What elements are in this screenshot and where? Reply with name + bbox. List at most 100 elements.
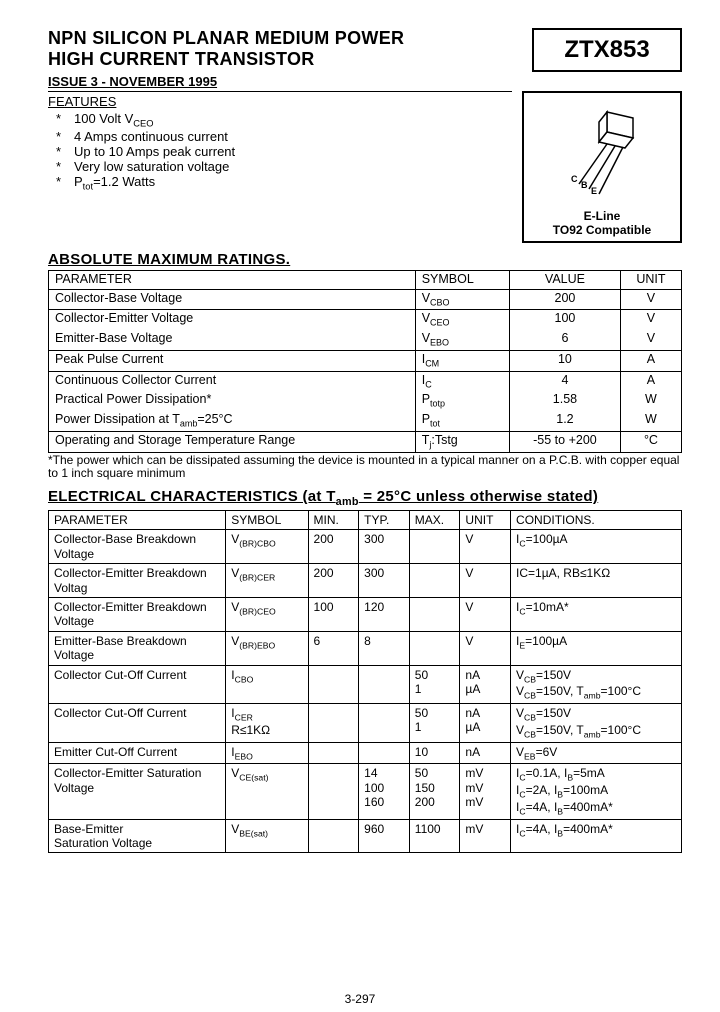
features-list: 100 Volt VCEO4 Amps continuous currentUp… bbox=[48, 111, 512, 191]
elec-table: PARAMETERSYMBOLMIN.TYP.MAX.UNITCONDITION… bbox=[48, 510, 682, 853]
abs-param: Peak Pulse Current bbox=[49, 350, 416, 371]
abs-value: 6 bbox=[509, 330, 620, 350]
issue-line: ISSUE 3 - NOVEMBER 1995 bbox=[48, 74, 682, 89]
abs-table: PARAMETERSYMBOLVALUEUNITCollector-Base V… bbox=[48, 270, 682, 453]
elec-col: UNIT bbox=[460, 511, 511, 530]
part-number-box: ZTX853 bbox=[532, 28, 682, 72]
abs-note: *The power which can be dissipated assum… bbox=[48, 454, 682, 480]
elec-col: CONDITIONS. bbox=[511, 511, 682, 530]
elec-cond: IC=0.1A, IB=5mA IC=2A, IB=100mA IC=4A, I… bbox=[511, 764, 682, 819]
package-line2: TO92 Compatible bbox=[553, 223, 651, 237]
elec-typ: 960 bbox=[359, 819, 410, 853]
elec-symbol: V(BR)CER bbox=[226, 564, 308, 598]
svg-text:C: C bbox=[571, 174, 578, 184]
elec-param: Collector-Emitter Breakdown Voltage bbox=[49, 597, 226, 631]
elec-param: Collector-Emitter Breakdown Voltag bbox=[49, 564, 226, 598]
elec-cond: IE=100µA bbox=[511, 631, 682, 665]
elec-cond: IC=10mA* bbox=[511, 597, 682, 631]
elec-min: 6 bbox=[308, 631, 359, 665]
elec-typ bbox=[359, 665, 410, 704]
elec-unit: nA bbox=[460, 742, 511, 764]
abs-value: 1.2 bbox=[509, 411, 620, 431]
elec-symbol: ICER R≤1KΩ bbox=[226, 704, 308, 743]
elec-unit: V bbox=[460, 597, 511, 631]
abs-unit: V bbox=[620, 310, 681, 330]
abs-unit: A bbox=[620, 350, 681, 371]
features-block: FEATURES 100 Volt VCEO4 Amps continuous … bbox=[48, 91, 512, 191]
elec-max bbox=[409, 530, 460, 564]
elec-min bbox=[308, 742, 359, 764]
elec-unit: mV bbox=[460, 819, 511, 853]
abs-symbol: VCBO bbox=[415, 289, 509, 310]
elec-unit: nA µA bbox=[460, 704, 511, 743]
feature-item: 100 Volt VCEO bbox=[56, 111, 512, 129]
page-number: 3-297 bbox=[0, 992, 720, 1006]
elec-param: Collector-Base Breakdown Voltage bbox=[49, 530, 226, 564]
abs-param: Continuous Collector Current bbox=[49, 371, 416, 391]
title-line-1: NPN SILICON PLANAR MEDIUM POWER bbox=[48, 28, 522, 49]
feature-item: 4 Amps continuous current bbox=[56, 129, 512, 144]
elec-typ: 8 bbox=[359, 631, 410, 665]
svg-text:E: E bbox=[591, 186, 597, 196]
elec-unit: V bbox=[460, 631, 511, 665]
elec-min: 200 bbox=[308, 564, 359, 598]
abs-value: 1.58 bbox=[509, 391, 620, 411]
elec-unit: nA µA bbox=[460, 665, 511, 704]
abs-param: Collector-Emitter Voltage bbox=[49, 310, 416, 330]
elec-min bbox=[308, 665, 359, 704]
elec-col: SYMBOL bbox=[226, 511, 308, 530]
elec-col: PARAMETER bbox=[49, 511, 226, 530]
elec-max: 10 bbox=[409, 742, 460, 764]
elec-param: Collector Cut-Off Current bbox=[49, 665, 226, 704]
elec-min bbox=[308, 704, 359, 743]
elec-cond: VEB=6V bbox=[511, 742, 682, 764]
abs-symbol: VEBO bbox=[415, 330, 509, 350]
abs-unit: °C bbox=[620, 431, 681, 452]
elec-max: 1100 bbox=[409, 819, 460, 853]
abs-param: Operating and Storage Temperature Range bbox=[49, 431, 416, 452]
elec-max: 50 1 bbox=[409, 704, 460, 743]
elec-param: Emitter-Base Breakdown Voltage bbox=[49, 631, 226, 665]
abs-symbol: IC bbox=[415, 371, 509, 391]
elec-typ: 300 bbox=[359, 530, 410, 564]
abs-symbol: ICM bbox=[415, 350, 509, 371]
elec-typ: 14 100 160 bbox=[359, 764, 410, 819]
abs-symbol: Ptot bbox=[415, 411, 509, 431]
elec-symbol: IEBO bbox=[226, 742, 308, 764]
elec-col: MIN. bbox=[308, 511, 359, 530]
elec-max bbox=[409, 564, 460, 598]
elec-min: 200 bbox=[308, 530, 359, 564]
elec-min: 100 bbox=[308, 597, 359, 631]
abs-col: SYMBOL bbox=[415, 271, 509, 290]
abs-unit: W bbox=[620, 391, 681, 411]
elec-symbol: VCE(sat) bbox=[226, 764, 308, 819]
feature-item: Very low saturation voltage bbox=[56, 159, 512, 174]
elec-cond: VCB=150V VCB=150V, Tamb=100°C bbox=[511, 665, 682, 704]
elec-heading: ELECTRICAL CHARACTERISTICS (at Tamb = 25… bbox=[48, 488, 682, 508]
abs-value: 10 bbox=[509, 350, 620, 371]
package-icon: C B E bbox=[557, 93, 647, 209]
elec-param: Collector Cut-Off Current bbox=[49, 704, 226, 743]
abs-symbol: Tj:Tstg bbox=[415, 431, 509, 452]
elec-unit: mV mV mV bbox=[460, 764, 511, 819]
elec-unit: V bbox=[460, 564, 511, 598]
title-block: NPN SILICON PLANAR MEDIUM POWER HIGH CUR… bbox=[48, 28, 522, 70]
elec-param: Base-Emitter Saturation Voltage bbox=[49, 819, 226, 853]
elec-max: 50 1 bbox=[409, 665, 460, 704]
elec-unit: V bbox=[460, 530, 511, 564]
abs-param: Collector-Base Voltage bbox=[49, 289, 416, 310]
elec-typ: 300 bbox=[359, 564, 410, 598]
elec-col: TYP. bbox=[359, 511, 410, 530]
package-box: C B E E-Line TO92 Compatible bbox=[522, 91, 682, 243]
abs-value: 200 bbox=[509, 289, 620, 310]
elec-max bbox=[409, 597, 460, 631]
elec-param: Emitter Cut-Off Current bbox=[49, 742, 226, 764]
elec-typ bbox=[359, 704, 410, 743]
elec-col: MAX. bbox=[409, 511, 460, 530]
elec-symbol: VBE(sat) bbox=[226, 819, 308, 853]
elec-min bbox=[308, 819, 359, 853]
abs-symbol: Ptotp bbox=[415, 391, 509, 411]
elec-symbol: V(BR)CBO bbox=[226, 530, 308, 564]
abs-col: PARAMETER bbox=[49, 271, 416, 290]
abs-param: Power Dissipation at Tamb=25°C bbox=[49, 411, 416, 431]
